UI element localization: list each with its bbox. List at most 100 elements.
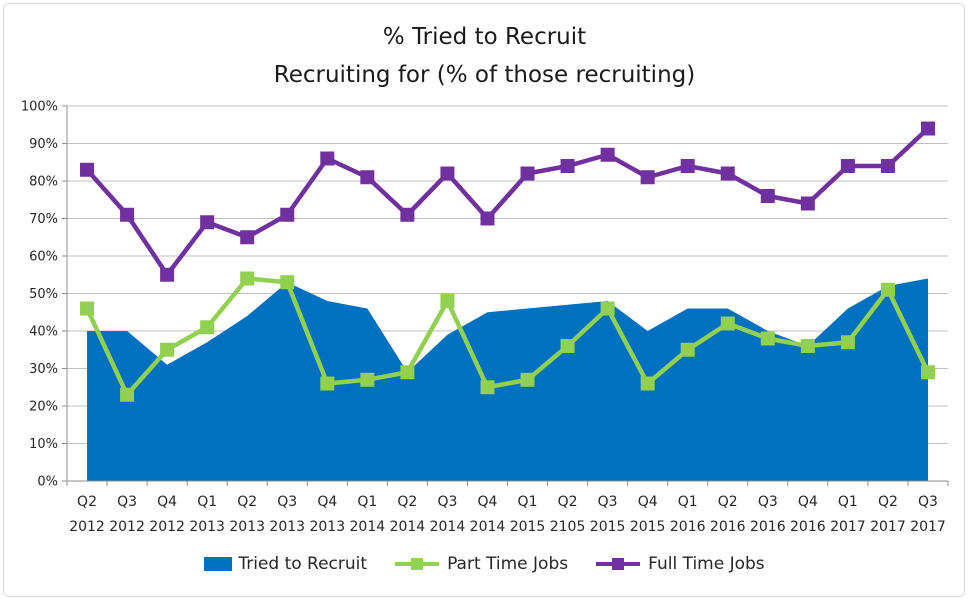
x-tick-label-quarter: Q1 bbox=[197, 494, 217, 510]
x-tick-label-quarter: Q2 bbox=[718, 494, 738, 510]
line-series-layer bbox=[80, 121, 935, 402]
x-tick-label-quarter: Q1 bbox=[678, 494, 698, 510]
marker-full-time-jobs bbox=[240, 230, 255, 245]
y-tick-label: 60% bbox=[29, 250, 58, 265]
marker-full-time-jobs bbox=[560, 159, 575, 173]
x-tick-label-year: 2012 bbox=[149, 519, 185, 535]
y-tick-label: 70% bbox=[29, 212, 58, 227]
x-tick-label-year: 2015 bbox=[510, 519, 546, 535]
legend-label-part-time-jobs: Part Time Jobs bbox=[447, 554, 569, 574]
legend-swatch-line-icon bbox=[596, 558, 641, 570]
marker-full-time-jobs bbox=[440, 166, 455, 181]
x-tick-label-quarter: Q4 bbox=[798, 494, 818, 510]
x-tick-label-quarter: Q4 bbox=[317, 494, 337, 510]
x-tick-label-year: 2016 bbox=[790, 519, 826, 535]
marker-full-time-jobs bbox=[680, 159, 695, 173]
marker-full-time-jobs bbox=[600, 147, 615, 162]
x-tick-label-quarter: Q3 bbox=[437, 494, 457, 510]
x-tick-label-year: 2015 bbox=[630, 519, 666, 535]
x-tick-label-quarter: Q4 bbox=[478, 494, 498, 510]
x-tick-label-quarter: Q3 bbox=[117, 494, 137, 510]
x-tick-label-year: 2013 bbox=[309, 519, 345, 535]
marker-part-time-jobs bbox=[80, 301, 95, 316]
y-tick-label: 0% bbox=[37, 475, 58, 490]
x-tick-label-year: 2017 bbox=[830, 519, 866, 535]
x-tick-label-quarter: Q2 bbox=[878, 494, 898, 510]
y-tick-label: 40% bbox=[29, 325, 58, 340]
marker-part-time-jobs bbox=[280, 275, 295, 290]
marker-full-time-jobs bbox=[200, 215, 215, 230]
marker-part-time-jobs bbox=[800, 339, 815, 353]
y-tick-label: 30% bbox=[29, 362, 58, 377]
x-tick-label-year: 2012 bbox=[69, 519, 105, 535]
chart-title: % Tried to Recruit bbox=[382, 24, 587, 50]
x-tick-label-year: 2014 bbox=[430, 519, 466, 535]
marker-part-time-jobs bbox=[120, 387, 135, 402]
marker-part-time-jobs bbox=[760, 331, 775, 346]
x-tick-label-year: 2013 bbox=[189, 519, 225, 535]
chart-title-block: % Tried to Recruit Recruiting for (% of … bbox=[0, 18, 969, 94]
y-tick-label: 50% bbox=[29, 287, 58, 302]
area-tried-to-recruit bbox=[87, 278, 928, 481]
x-tick-label-quarter: Q4 bbox=[638, 494, 658, 510]
marker-part-time-jobs bbox=[400, 365, 415, 380]
x-tick-label-quarter: Q2 bbox=[397, 494, 417, 510]
x-tick-label-year: 2012 bbox=[109, 519, 145, 535]
line-full-time-jobs bbox=[85, 126, 930, 277]
marker-full-time-jobs bbox=[520, 166, 535, 181]
marker-full-time-jobs bbox=[280, 207, 295, 222]
legend-label-full-time-jobs: Full Time Jobs bbox=[648, 554, 765, 574]
legend-item-part-time-jobs: Part Time Jobs bbox=[393, 554, 568, 574]
marker-full-time-jobs bbox=[920, 121, 935, 136]
y-tick-label: 90% bbox=[29, 137, 58, 152]
x-tick-label-year: 2016 bbox=[710, 519, 746, 535]
marker-full-time-jobs bbox=[360, 170, 375, 185]
legend-item-full-time-jobs: Full Time Jobs bbox=[594, 554, 765, 574]
legend: Tried to Recruit Part Time Jobs Full Tim… bbox=[0, 554, 969, 574]
x-tick-label-year: 2015 bbox=[590, 519, 626, 535]
legend-label-tried-to-recruit: Tried to Recruit bbox=[238, 554, 368, 574]
area-series-layer bbox=[87, 278, 928, 481]
marker-part-time-jobs bbox=[600, 301, 615, 316]
x-tick-label-year: 2014 bbox=[470, 519, 506, 535]
x-tick-label-quarter: Q3 bbox=[918, 494, 938, 510]
x-tick-label-quarter: Q1 bbox=[357, 494, 377, 510]
marker-full-time-jobs bbox=[840, 159, 855, 173]
marker-full-time-jobs bbox=[120, 207, 135, 222]
x-tick-label-quarter: Q2 bbox=[237, 494, 257, 510]
marker-part-time-jobs bbox=[720, 316, 735, 331]
marker-part-time-jobs bbox=[160, 342, 175, 357]
chart-subtitle: Recruiting for (% of those recruiting) bbox=[273, 62, 696, 88]
marker-full-time-jobs bbox=[320, 151, 335, 166]
marker-part-time-jobs bbox=[520, 372, 535, 387]
x-tick-label-year: 2016 bbox=[670, 519, 706, 535]
y-tick-label: 80% bbox=[29, 175, 58, 190]
axes bbox=[62, 105, 949, 486]
marker-part-time-jobs bbox=[480, 380, 495, 395]
x-tick-label-quarter: Q1 bbox=[838, 494, 858, 510]
x-tick-label-quarter: Q2 bbox=[558, 494, 578, 510]
marker-full-time-jobs bbox=[400, 207, 415, 222]
tick-labels: 0% 10% 20% 30% 40% 50% 60% 70% 80% 90% 100% Q2 2012 Q… bbox=[21, 100, 946, 536]
y-tick-label: 100% bbox=[21, 100, 58, 115]
marker-full-time-jobs bbox=[720, 166, 735, 181]
marker-full-time-jobs bbox=[480, 211, 495, 226]
x-tick-label-year: 2013 bbox=[269, 519, 305, 535]
x-tick-label-quarter: Q2 bbox=[77, 494, 97, 510]
marker-full-time-jobs bbox=[80, 162, 95, 177]
x-tick-label-year: 2017 bbox=[870, 519, 906, 535]
marker-part-time-jobs bbox=[560, 339, 575, 353]
marker-part-time-jobs bbox=[680, 342, 695, 357]
x-tick-label-year: 2016 bbox=[750, 519, 786, 535]
x-tick-label-quarter: Q3 bbox=[598, 494, 618, 510]
marker-part-time-jobs bbox=[320, 376, 335, 391]
x-tick-label-quarter: Q3 bbox=[758, 494, 778, 510]
marker-full-time-jobs bbox=[800, 196, 815, 211]
marker-part-time-jobs bbox=[360, 372, 375, 387]
y-tick-label: 10% bbox=[29, 437, 58, 452]
marker-full-time-jobs bbox=[160, 267, 175, 282]
x-tick-label-year: 2017 bbox=[910, 519, 946, 535]
x-tick-label-year: 2013 bbox=[229, 519, 265, 535]
legend-item-tried-to-recruit: Tried to Recruit bbox=[204, 554, 367, 574]
